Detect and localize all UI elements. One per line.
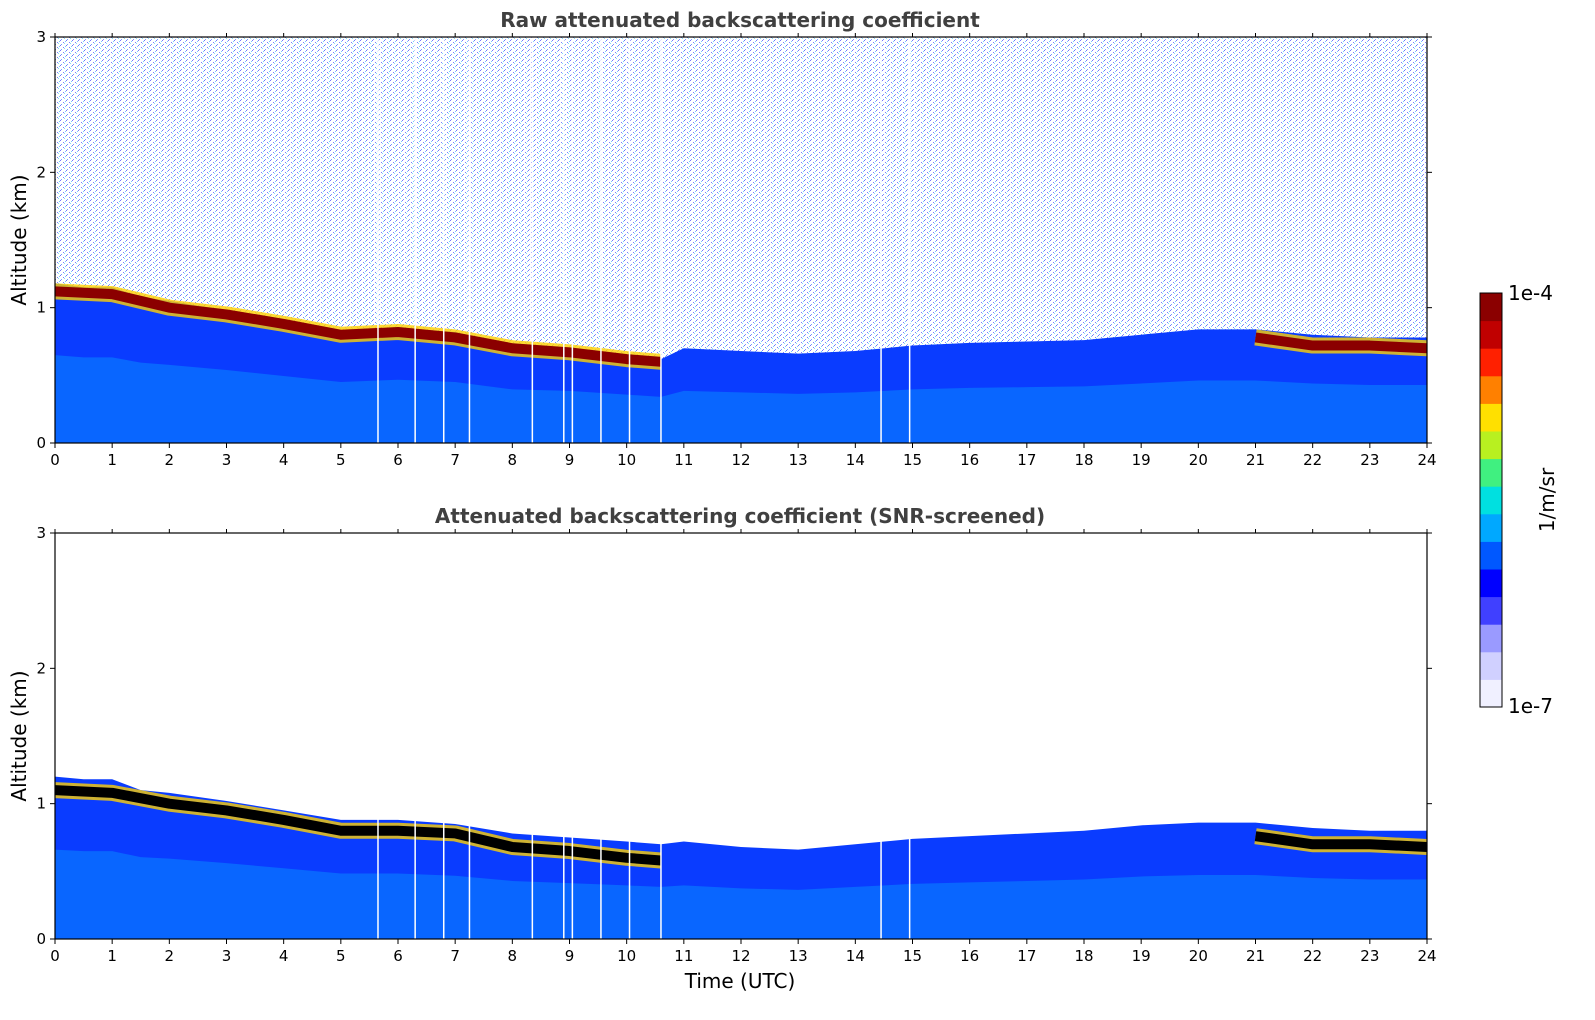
x-tick-label: 13 [789,947,808,965]
x-ticks-screened: 0 1 2 3 4 5 6 7 8 9 10 11 12 13 14 15 16 17 18 19 20 21 22 23 24 [50,529,1437,965]
x-tick-label: 7 [450,451,460,469]
y-axis-label-screened: Altitude (km) [7,670,31,801]
colorbar-band [1480,293,1502,322]
x-tick-label: 11 [674,451,693,469]
x-tick-label: 14 [846,947,865,965]
x-tick-label: 2 [165,451,175,469]
x-tick-label: 4 [279,947,289,965]
colorbar: 1e-4 1e-7 1/m/sr [1479,281,1559,718]
colorbar-band [1480,569,1502,598]
colorbar-band [1480,679,1502,708]
x-tick-label: 9 [565,451,575,469]
colorbar-band [1480,541,1502,570]
x-ticks-raw: 0 1 2 3 4 5 6 7 8 9 10 11 12 13 14 15 16 17 18 19 20 21 22 23 24 [50,33,1437,469]
colorbar-band [1480,431,1502,460]
x-tick-label: 1 [107,947,117,965]
x-tick-label: 2 [165,947,175,965]
x-tick-label: 5 [336,451,346,469]
dense-layer [54,785,662,866]
x-tick-label: 9 [565,947,575,965]
x-tick-label: 17 [1017,451,1036,469]
dense-layer [54,286,662,367]
x-tick-label: 11 [674,947,693,965]
x-tick-label: 22 [1303,451,1322,469]
colorbar-band [1480,403,1502,432]
x-tick-label: 23 [1360,451,1379,469]
x-tick-label: 0 [50,451,60,469]
colorbar-bands [1480,293,1502,708]
x-tick-label: 3 [222,451,232,469]
x-tick-label: 18 [1074,947,1093,965]
y-tick-label: 3 [36,524,46,542]
x-tick-label: 18 [1074,451,1093,469]
x-tick-label: 23 [1360,947,1379,965]
x-tick-label: 24 [1417,451,1436,469]
x-tick-label: 10 [617,947,636,965]
x-tick-label: 15 [903,451,922,469]
x-tick-label: 1 [107,451,117,469]
colorbar-unit-label: 1/m/sr [1535,467,1559,532]
x-tick-label: 8 [508,451,518,469]
y-ticks-raw: 0 1 2 3 [36,28,1432,452]
x-tick-label: 21 [1246,451,1265,469]
plot-area-screened [54,533,1428,939]
y-ticks-screened: 0 1 2 3 [36,524,1432,948]
x-tick-label: 10 [617,451,636,469]
x-tick-label: 5 [336,947,346,965]
y-tick-label: 0 [36,930,46,948]
plot-area-raw [54,37,1428,443]
x-tick-label: 12 [731,947,750,965]
x-tick-label: 16 [960,947,979,965]
colorbar-band [1480,458,1502,487]
x-tick-label: 19 [1132,451,1151,469]
dense-layer [1254,831,1428,852]
colorbar-band [1480,375,1502,404]
x-axis-label: Time (UTC) [684,969,796,993]
boundary-layer-lower [55,849,1427,939]
colorbar-min-label: 1e-7 [1508,694,1553,718]
x-tick-label: 12 [731,451,750,469]
colorbar-band [1480,596,1502,625]
x-tick-label: 6 [393,947,403,965]
colorbar-frame [1479,292,1503,708]
colorbar-max-label: 1e-4 [1508,281,1553,305]
y-tick-label: 2 [36,163,46,181]
x-tick-label: 20 [1189,451,1208,469]
colorbar-band [1480,486,1502,515]
colorbar-band [1480,348,1502,377]
colorbar-band [1480,513,1502,542]
dense-layer [1254,332,1428,354]
x-tick-label: 19 [1132,947,1151,965]
x-tick-label: 20 [1189,947,1208,965]
y-axis-label-raw: Altitude (km) [7,174,31,305]
x-tick-label: 15 [903,947,922,965]
colorbar-band [1480,651,1502,680]
y-tick-label: 0 [36,434,46,452]
x-tick-label: 14 [846,451,865,469]
x-tick-label: 4 [279,451,289,469]
y-tick-label: 3 [36,28,46,46]
x-tick-label: 24 [1417,947,1436,965]
colorbar-band [1480,624,1502,653]
boundary-layer-lower [55,355,1427,443]
x-tick-label: 22 [1303,947,1322,965]
panel-title-raw: Raw attenuated backscattering coefficien… [500,8,980,32]
x-tick-label: 16 [960,451,979,469]
panel-screened: Attenuated backscattering coefficient (S… [7,504,1437,993]
y-tick-label: 2 [36,659,46,677]
y-tick-label: 1 [36,299,46,317]
panel-title-screened: Attenuated backscattering coefficient (S… [435,504,1045,528]
x-tick-label: 3 [222,947,232,965]
colorbar-band [1480,320,1502,349]
x-tick-label: 8 [508,947,518,965]
y-tick-label: 1 [36,795,46,813]
x-tick-label: 6 [393,451,403,469]
x-tick-label: 17 [1017,947,1036,965]
x-tick-label: 7 [450,947,460,965]
x-tick-label: 0 [50,947,60,965]
x-tick-label: 21 [1246,947,1265,965]
x-tick-label: 13 [789,451,808,469]
panel-raw: Raw attenuated backscattering coefficien… [7,8,1437,469]
